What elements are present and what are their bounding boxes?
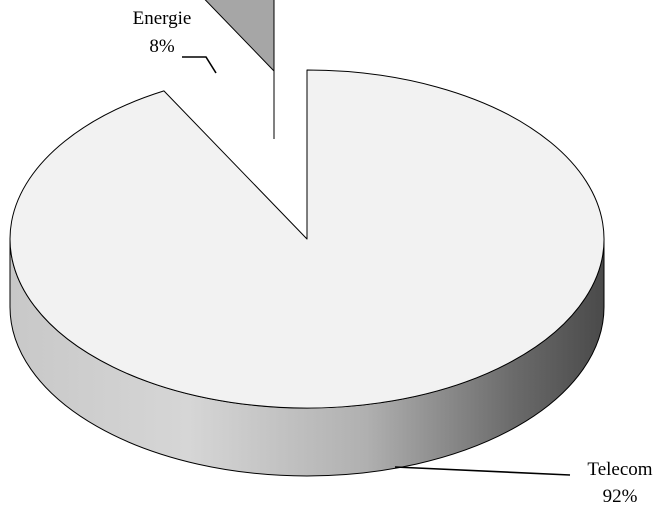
leader-line-energie bbox=[182, 56, 217, 74]
pie-labels: Energie 8% Telecom 92% bbox=[133, 8, 653, 507]
slice-energie bbox=[204, 0, 275, 72]
energie-value-label: 8% bbox=[149, 36, 175, 57]
leader-line-telecom bbox=[394, 466, 571, 476]
pie-slices bbox=[9, 0, 605, 477]
energie-name-label: Energie bbox=[133, 8, 192, 29]
telecom-value-label: 92% bbox=[603, 486, 638, 507]
telecom-name-label: Telecom bbox=[587, 459, 652, 480]
slice-telecom bbox=[9, 69, 605, 409]
